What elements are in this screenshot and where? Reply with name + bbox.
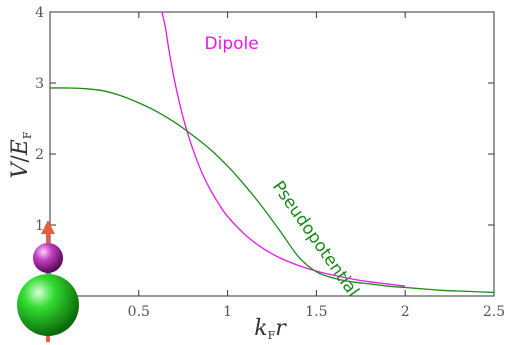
y-tick-label: 1 xyxy=(35,218,44,234)
series-layer xyxy=(49,11,495,294)
x-tick-label: 1.5 xyxy=(305,304,327,320)
series-line-dipole xyxy=(161,11,406,287)
y-tick-label: 3 xyxy=(35,76,44,92)
x-tick-label: 2 xyxy=(401,304,410,320)
y-tick-label: 2 xyxy=(35,147,44,163)
y-axis-title: V/EF xyxy=(8,131,34,178)
x-tick-label: 0.5 xyxy=(128,304,150,320)
curve-label-pseudopotential: Pseudopotential xyxy=(268,177,363,301)
series-line-pseudopotential xyxy=(49,87,495,294)
y-tick-label: 4 xyxy=(35,5,44,21)
dipole-molecule-icon xyxy=(17,220,79,342)
curve-label-dipole: Dipole xyxy=(205,34,259,54)
x-tick-label: 1 xyxy=(223,304,232,320)
x-ticks: 0.5 1 1.5 2 2.5 xyxy=(128,12,505,320)
x-tick-label: 2.5 xyxy=(483,304,505,320)
x-axis-title: kFr xyxy=(254,316,287,342)
y-ticks: 1 2 3 4 xyxy=(35,5,494,234)
